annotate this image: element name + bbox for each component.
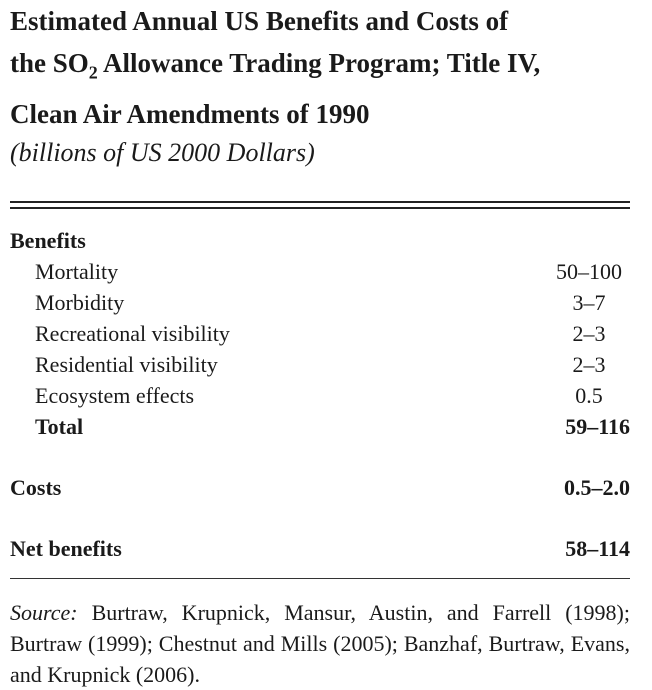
table-row: Mortality 50–100	[10, 256, 630, 287]
title-line-2: the SO2 Allowance Trading Program; Title…	[10, 42, 630, 93]
row-label: Ecosystem effects	[35, 383, 195, 409]
row-value: 2–3	[572, 321, 606, 347]
table-row: Residential visibility 2–3	[10, 349, 630, 380]
table-row: Recreational visibility 2–3	[10, 318, 630, 349]
title-subscript: 2	[88, 62, 98, 83]
benefits-costs-table: Benefits Mortality 50–100 Morbidity 3–7 …	[10, 225, 630, 564]
row-value: 0.5	[575, 383, 603, 409]
source-label: Source:	[10, 600, 78, 626]
title-line-3: Clean Air Amendments of 1990	[10, 99, 370, 130]
title-line-2-suffix: Allowance Trading Program; Title IV,	[97, 48, 541, 78]
total-label: Total	[35, 414, 84, 440]
row-label: Residential visibility	[35, 352, 218, 378]
row-value: 3–7	[572, 290, 606, 316]
table-row: Morbidity 3–7	[10, 287, 630, 318]
total-row: Total 59–116	[10, 411, 630, 442]
row-label: Morbidity	[35, 290, 125, 316]
title-line-2-prefix: the SO	[10, 48, 89, 78]
bottom-rule	[10, 578, 630, 580]
table-subtitle: (billions of US 2000 Dollars)	[10, 138, 315, 168]
costs-label: Costs	[10, 475, 62, 501]
net-benefits-value: 58–114	[565, 536, 630, 562]
document-page: Estimated Annual US Benefits and Costs o…	[10, 0, 630, 687]
benefits-header-row: Benefits	[10, 225, 630, 256]
net-benefits-label: Net benefits	[10, 536, 122, 562]
row-label: Recreational visibility	[35, 321, 230, 347]
table-title: Estimated Annual US Benefits and Costs o…	[10, 0, 630, 135]
costs-row: Costs 0.5–2.0	[10, 472, 630, 503]
source-note: Source: Burtraw, Krupnick, Mansur, Austi…	[10, 597, 630, 690]
benefits-header: Benefits	[10, 228, 86, 254]
net-benefits-row: Net benefits 58–114	[10, 533, 630, 564]
row-value: 2–3	[572, 352, 606, 378]
source-text: Burtraw, Krupnick, Mansur, Austin, and F…	[10, 600, 630, 688]
title-line-1: Estimated Annual US Benefits and Costs o…	[10, 6, 509, 36]
row-value: 50–100	[556, 259, 622, 285]
table-row: Ecosystem effects 0.5	[10, 380, 630, 411]
total-value: 59–116	[565, 414, 630, 440]
top-double-rule	[10, 201, 630, 210]
row-label: Mortality	[35, 259, 119, 285]
costs-value: 0.5–2.0	[564, 475, 630, 501]
